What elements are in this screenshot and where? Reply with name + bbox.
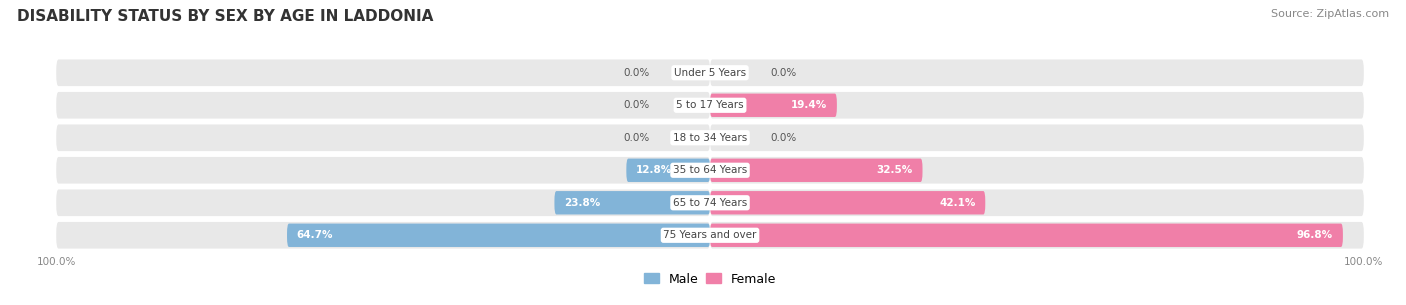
FancyBboxPatch shape <box>710 191 986 214</box>
Text: 0.0%: 0.0% <box>623 133 650 143</box>
Text: 42.1%: 42.1% <box>939 198 976 208</box>
FancyBboxPatch shape <box>710 94 837 117</box>
Text: 35 to 64 Years: 35 to 64 Years <box>673 165 747 175</box>
FancyBboxPatch shape <box>56 124 710 151</box>
Text: 65 to 74 Years: 65 to 74 Years <box>673 198 747 208</box>
Text: 64.7%: 64.7% <box>297 230 333 240</box>
FancyBboxPatch shape <box>56 157 710 184</box>
Text: 75 Years and over: 75 Years and over <box>664 230 756 240</box>
FancyBboxPatch shape <box>56 189 710 216</box>
Text: 5 to 17 Years: 5 to 17 Years <box>676 100 744 110</box>
Text: 0.0%: 0.0% <box>623 68 650 78</box>
FancyBboxPatch shape <box>56 59 710 86</box>
FancyBboxPatch shape <box>710 224 1343 247</box>
FancyBboxPatch shape <box>287 224 710 247</box>
FancyBboxPatch shape <box>710 159 922 182</box>
Text: DISABILITY STATUS BY SEX BY AGE IN LADDONIA: DISABILITY STATUS BY SEX BY AGE IN LADDO… <box>17 9 433 24</box>
Text: 0.0%: 0.0% <box>623 100 650 110</box>
FancyBboxPatch shape <box>56 222 710 249</box>
FancyBboxPatch shape <box>710 189 1364 216</box>
Text: 12.8%: 12.8% <box>636 165 672 175</box>
FancyBboxPatch shape <box>626 159 710 182</box>
FancyBboxPatch shape <box>710 59 1364 86</box>
FancyBboxPatch shape <box>710 92 1364 119</box>
Text: Source: ZipAtlas.com: Source: ZipAtlas.com <box>1271 9 1389 19</box>
FancyBboxPatch shape <box>710 222 1364 249</box>
Text: 23.8%: 23.8% <box>564 198 600 208</box>
FancyBboxPatch shape <box>710 124 1364 151</box>
FancyBboxPatch shape <box>710 157 1364 184</box>
FancyBboxPatch shape <box>554 191 710 214</box>
Text: Under 5 Years: Under 5 Years <box>673 68 747 78</box>
Text: 0.0%: 0.0% <box>770 133 797 143</box>
Text: 0.0%: 0.0% <box>770 68 797 78</box>
Text: 18 to 34 Years: 18 to 34 Years <box>673 133 747 143</box>
Text: 96.8%: 96.8% <box>1296 230 1333 240</box>
Text: 32.5%: 32.5% <box>876 165 912 175</box>
Text: 19.4%: 19.4% <box>790 100 827 110</box>
Legend: Male, Female: Male, Female <box>638 267 782 291</box>
FancyBboxPatch shape <box>56 92 710 119</box>
